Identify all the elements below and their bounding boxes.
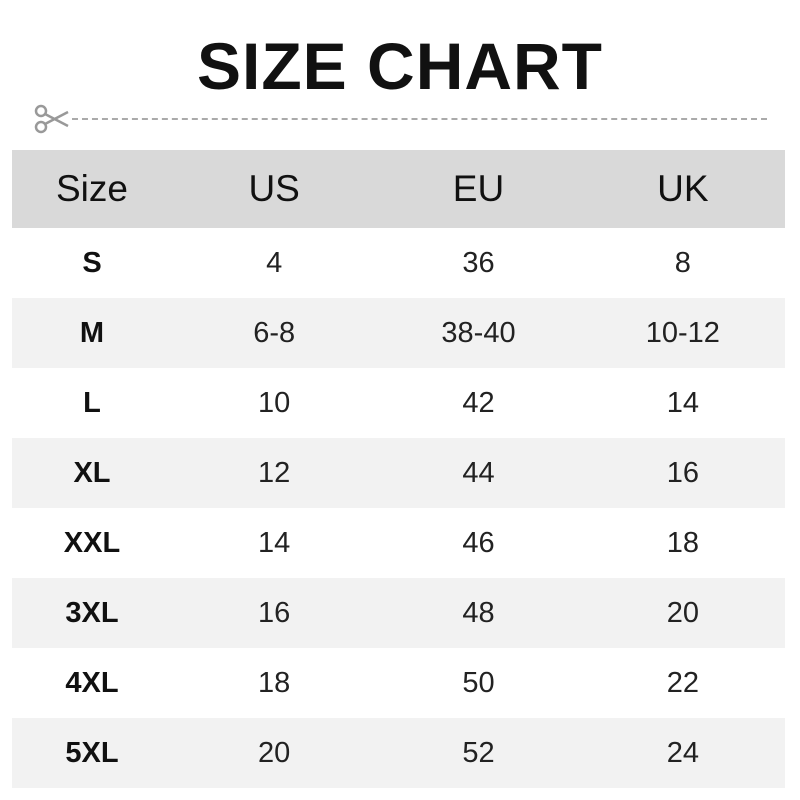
scissors-icon	[34, 104, 69, 134]
cell-us: 6-8	[172, 298, 377, 368]
cell-eu: 42	[462, 386, 495, 419]
cell-size: XXL	[63, 526, 121, 559]
cell-eu: 50	[462, 666, 495, 699]
cell-us: 18	[258, 666, 291, 699]
cut-line-divider	[72, 118, 767, 120]
header-us: US	[172, 150, 377, 228]
table-row: 4XL 18 50 22	[12, 648, 785, 718]
cell-eu: 48	[376, 578, 581, 648]
cell-size: 4XL	[65, 666, 119, 699]
size-table: Size US EU UK S 4 36 8 M 6-8 38-40 10-12 L 10 42 14…	[12, 150, 785, 788]
cell-size: S	[82, 246, 102, 279]
table-row: XXL 14 46 18	[12, 508, 785, 578]
cell-size: L	[83, 386, 101, 419]
cell-us: 12	[172, 438, 377, 508]
cell-uk: 8	[674, 246, 691, 279]
table-header-row: Size US EU UK	[12, 150, 785, 228]
cell-uk: 16	[580, 438, 785, 508]
table-row: 3XL 16 48 20	[12, 578, 785, 648]
table-row: 5XL 20 52 24	[12, 718, 785, 788]
cell-us: 20	[172, 718, 377, 788]
cell-size: 5XL	[12, 718, 172, 788]
cell-eu: 46	[462, 526, 495, 559]
table-row: M 6-8 38-40 10-12	[12, 298, 785, 368]
cell-size: M	[12, 298, 172, 368]
cell-us: 16	[172, 578, 377, 648]
cell-eu: 36	[462, 246, 495, 279]
header-size: Size	[12, 150, 172, 228]
cell-eu: 52	[376, 718, 581, 788]
table-row: XL 12 44 16	[12, 438, 785, 508]
cell-uk: 10-12	[580, 298, 785, 368]
cell-us: 14	[258, 526, 291, 559]
page-title: SIZE CHART	[197, 29, 603, 103]
cell-uk: 20	[580, 578, 785, 648]
header-eu: EU	[376, 150, 581, 228]
cell-uk: 14	[666, 386, 699, 419]
cell-us: 10	[258, 386, 291, 419]
cell-uk: 22	[666, 666, 699, 699]
cell-uk: 18	[666, 526, 699, 559]
cell-uk: 24	[580, 718, 785, 788]
cell-size: 3XL	[12, 578, 172, 648]
cell-size: XL	[12, 438, 172, 508]
cell-eu: 38-40	[376, 298, 581, 368]
cell-eu: 44	[376, 438, 581, 508]
table-row: S 4 36 8	[12, 228, 785, 298]
header-uk: UK	[580, 150, 785, 228]
cell-us: 4	[266, 246, 283, 279]
table-row: L 10 42 14	[12, 368, 785, 438]
